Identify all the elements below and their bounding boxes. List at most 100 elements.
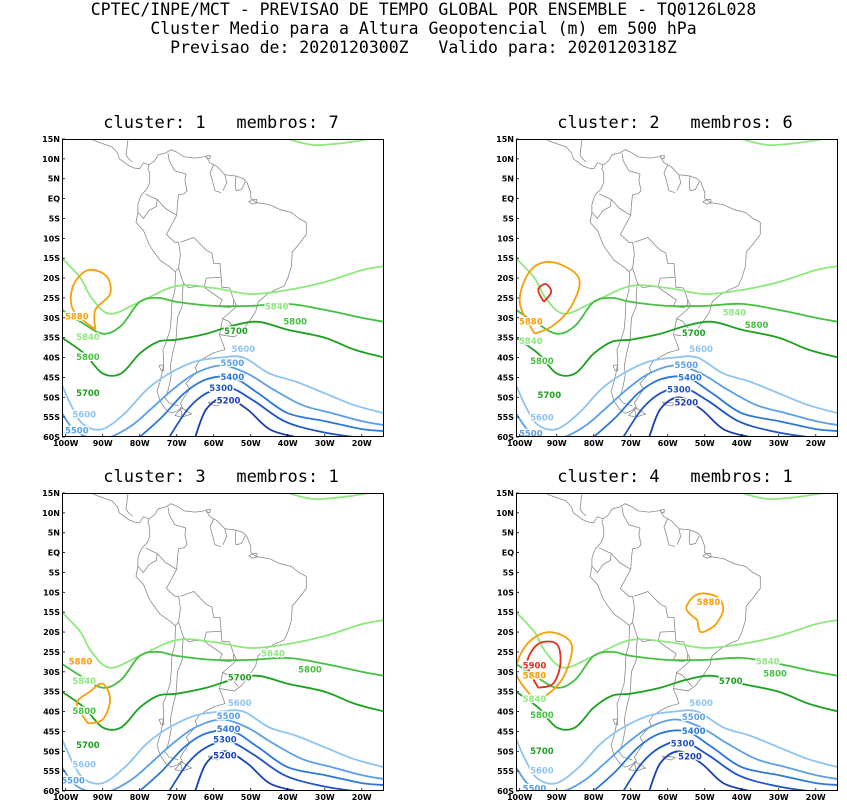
contour-label-l5840b: 5840: [756, 657, 780, 667]
country-border: [209, 164, 222, 193]
island: [206, 155, 211, 159]
country-border: [125, 139, 133, 163]
y-tick-label: 10N: [42, 509, 60, 518]
contour-5500: [62, 718, 384, 791]
contour-label-l5600a: 5600: [232, 345, 256, 355]
y-tick-label: 20S: [497, 274, 514, 283]
country-border: [657, 631, 689, 662]
y-tick-label: 20S: [43, 628, 60, 637]
contour-label-l5500b: 5500: [61, 777, 85, 787]
contour-5840: [516, 611, 838, 669]
x-tick-label: 30W: [315, 793, 335, 802]
contour-label-l5200: 5200: [217, 397, 241, 407]
contour-5800: [62, 650, 384, 689]
contour-label-l5840a: 5840: [76, 333, 100, 343]
contour-5300: [622, 740, 824, 791]
y-tick-label: 5S: [49, 214, 61, 223]
contour-5700: [62, 320, 384, 377]
contour-label-l5400: 5400: [220, 373, 244, 383]
y-tick-label: 55S: [497, 767, 514, 776]
contour-label-l5400: 5400: [678, 374, 702, 384]
y-tick-label: 10N: [496, 509, 514, 518]
y-tick-label: 10N: [496, 155, 514, 164]
y-tick-label: EQ: [48, 195, 60, 204]
panel-2-map: 5880 5840 5840 5800 5800 5700 5700 5600 5600 5500…: [496, 135, 838, 448]
x-tick-label: 90W: [93, 793, 113, 802]
y-tick-label: 10S: [497, 234, 514, 243]
contour-5300: [168, 386, 370, 437]
contour-5200: [194, 396, 296, 437]
x-tick-label: 90W: [93, 439, 113, 448]
y-tick-label: 50S: [43, 393, 60, 402]
contour-label-l5400: 5400: [682, 727, 706, 737]
country-border: [688, 175, 691, 191]
contour-5300: [622, 386, 824, 437]
contour-5200: [648, 396, 750, 437]
map-frame: [516, 139, 838, 437]
y-tick-label: 25S: [497, 294, 514, 303]
contour-label-l5300: 5300: [213, 736, 237, 746]
country-border: [125, 493, 133, 517]
contour-label-l5880a: 5880: [69, 657, 93, 667]
x-tick-label: 40W: [732, 793, 752, 802]
country-border: [663, 164, 676, 193]
y-tick-label: 5S: [503, 214, 515, 223]
x-tick-label: 50W: [695, 439, 715, 448]
x-tick-label: 80W: [130, 793, 150, 802]
island: [660, 155, 665, 159]
y-tick-label: 15N: [42, 489, 60, 498]
country-border: [632, 591, 676, 643]
country-border: [176, 194, 179, 216]
contour-5840r: [741, 493, 824, 501]
y-tick-label: 50S: [43, 747, 60, 756]
x-tick-label: 90W: [547, 793, 567, 802]
y-tick-label: 10S: [43, 234, 60, 243]
y-tick-label: 15N: [496, 489, 514, 498]
y-tick-label: 20S: [497, 628, 514, 637]
island: [206, 509, 211, 513]
panel-1-map: 5880 5840 5840 5800 5800 5700 5700 5600 5600 5500…: [42, 135, 384, 448]
x-tick-label: 30W: [315, 439, 335, 448]
y-tick-label: EQ: [48, 549, 60, 558]
country-border: [675, 299, 693, 333]
y-tick-label: 30S: [497, 314, 514, 323]
y-tick-label: 5S: [503, 568, 515, 577]
contour-5600: [516, 709, 838, 785]
island: [612, 364, 619, 371]
country-border: [688, 529, 691, 545]
y-tick-label: 35S: [43, 688, 60, 697]
contour-5880: [518, 260, 581, 335]
x-tick-label: 60W: [658, 439, 678, 448]
country-border: [630, 548, 633, 570]
y-tick-label: 55S: [497, 413, 514, 422]
country-border: [591, 547, 612, 574]
contour-label-l5600a: 5600: [689, 345, 713, 355]
x-tick-label: 100W: [507, 793, 533, 802]
contour-5800: [62, 296, 384, 335]
y-tick-label: 15N: [496, 135, 514, 144]
x-tick-label: 60W: [204, 793, 224, 802]
header-line-2: Cluster Medio para a Altura Geopotencial…: [150, 19, 697, 38]
country-border: [176, 548, 179, 570]
contour-5840: [62, 257, 384, 315]
country-border: [180, 761, 183, 771]
x-tick-label: 60W: [658, 793, 678, 802]
country-border: [178, 237, 222, 289]
y-tick-label: 40S: [497, 708, 514, 717]
contour-label-l5840a: 5840: [519, 337, 543, 347]
x-tick-label: 70W: [621, 793, 641, 802]
y-tick-label: 45S: [43, 373, 60, 382]
island: [158, 364, 165, 371]
contour-5500: [516, 364, 838, 437]
country-border: [610, 553, 635, 626]
country-border: [234, 529, 237, 545]
country-border: [579, 139, 587, 163]
contour-5840r: [741, 139, 824, 147]
x-tick-label: 30W: [769, 439, 789, 448]
country-border: [156, 553, 181, 626]
contour-5840: [516, 257, 838, 315]
y-tick-label: 10S: [497, 588, 514, 597]
country-border: [234, 175, 237, 191]
map-frame: [516, 493, 838, 791]
contour-5880: [75, 682, 112, 725]
